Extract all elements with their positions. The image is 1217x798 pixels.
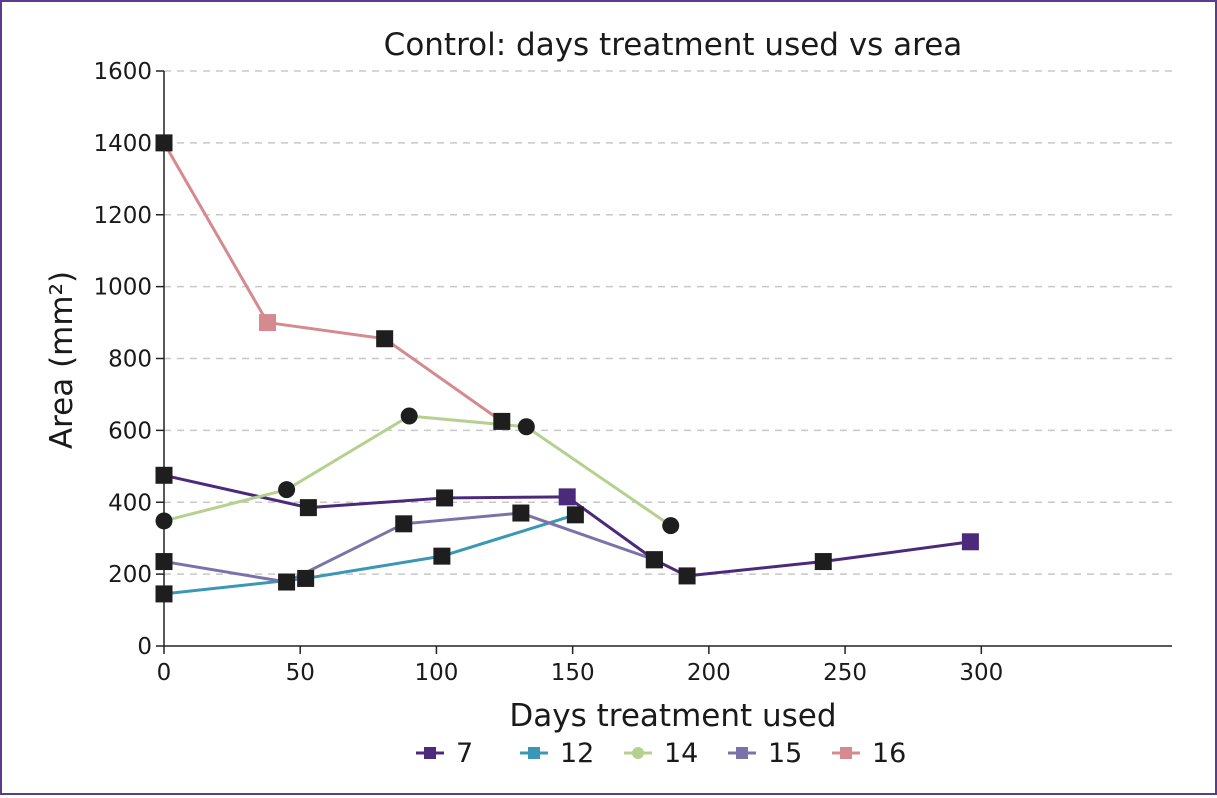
x-tick-label-300: 300: [959, 660, 1003, 686]
data-point-16-0: [155, 134, 173, 152]
y-tick-label-400: 400: [108, 490, 152, 516]
data-point-15-1: [278, 573, 296, 591]
data-point-7-5: [678, 567, 696, 585]
data-point-16-1: [259, 314, 277, 332]
legend-label-14: 14: [664, 738, 698, 769]
gridlines: [164, 70, 1172, 575]
data-point-16-2: [376, 330, 394, 348]
data-point-12-2: [433, 547, 451, 565]
data-point-7-7: [961, 533, 979, 551]
y-axis-label: Area (mm²): [44, 271, 80, 449]
y-tick-label-600: 600: [108, 418, 152, 444]
y-tick-label-1000: 1000: [93, 275, 152, 301]
legend-label-15: 15: [768, 738, 802, 769]
y-tick-label-1600: 1600: [93, 59, 152, 85]
data-point-7-3: [558, 488, 576, 506]
legend: 7 12 14 15 16: [416, 738, 906, 769]
data-point-14-3: [517, 418, 535, 436]
data-point-15-0: [155, 553, 173, 571]
data-point-15-2: [395, 515, 413, 533]
tick-labels: 0 200 400 600 800 1000 1200 1400 1600 0 50 100 150 20…: [93, 59, 1003, 686]
x-tick-label-100: 100: [414, 660, 458, 686]
y-tick-label-800: 800: [108, 347, 152, 373]
data-point-16-3: [493, 412, 511, 430]
data-point-14-1: [278, 481, 296, 499]
legend-label-16: 16: [872, 738, 906, 769]
x-tick-label-200: 200: [687, 660, 731, 686]
legend-label-7: 7: [456, 738, 473, 769]
data-point-12-3: [566, 506, 584, 524]
legend-item-15: 15: [728, 738, 802, 769]
y-tick-label-0: 0: [137, 634, 152, 660]
y-tick-label-1200: 1200: [93, 203, 152, 229]
series-line-7: [163, 473, 971, 578]
data-point-14-2: [400, 407, 418, 425]
legend-marker-12: [528, 747, 540, 759]
legend-marker-16: [840, 747, 852, 759]
legend-item-12: 12: [520, 738, 594, 769]
chart-title: Control: days treatment used vs area: [384, 27, 963, 63]
data-point-15-4: [645, 551, 663, 569]
legend-label-12: 12: [560, 738, 594, 769]
data-point-7-2: [436, 489, 454, 507]
x-tick-label-50: 50: [286, 660, 315, 686]
x-tick-label-0: 0: [157, 660, 172, 686]
legend-item-16: 16: [832, 738, 906, 769]
data-point-12-0: [155, 585, 173, 603]
data-point-12-1: [297, 569, 315, 587]
y-tick-label-200: 200: [108, 562, 152, 588]
series-line-12: [163, 513, 576, 596]
legend-marker-14: [632, 747, 644, 759]
data-point-15-3: [512, 504, 530, 522]
data-point-14-0: [155, 512, 173, 530]
series-line-14: [163, 414, 672, 527]
series-group: [155, 134, 979, 603]
legend-marker-15: [736, 747, 748, 759]
x-tick-label-150: 150: [551, 660, 595, 686]
series-line-16: [162, 142, 503, 423]
y-tick-label-1400: 1400: [93, 131, 152, 157]
data-point-7-6: [814, 553, 832, 571]
x-tick-label-250: 250: [823, 660, 867, 686]
axes: [163, 71, 1172, 647]
data-point-14-4: [662, 517, 680, 535]
legend-item-14: 14: [624, 738, 698, 769]
legend-item-7: 7: [416, 738, 473, 769]
data-point-7-0: [155, 466, 173, 484]
x-axis-label: Days treatment used: [509, 698, 836, 734]
data-point-7-1: [299, 499, 317, 517]
legend-marker-7: [424, 747, 436, 759]
